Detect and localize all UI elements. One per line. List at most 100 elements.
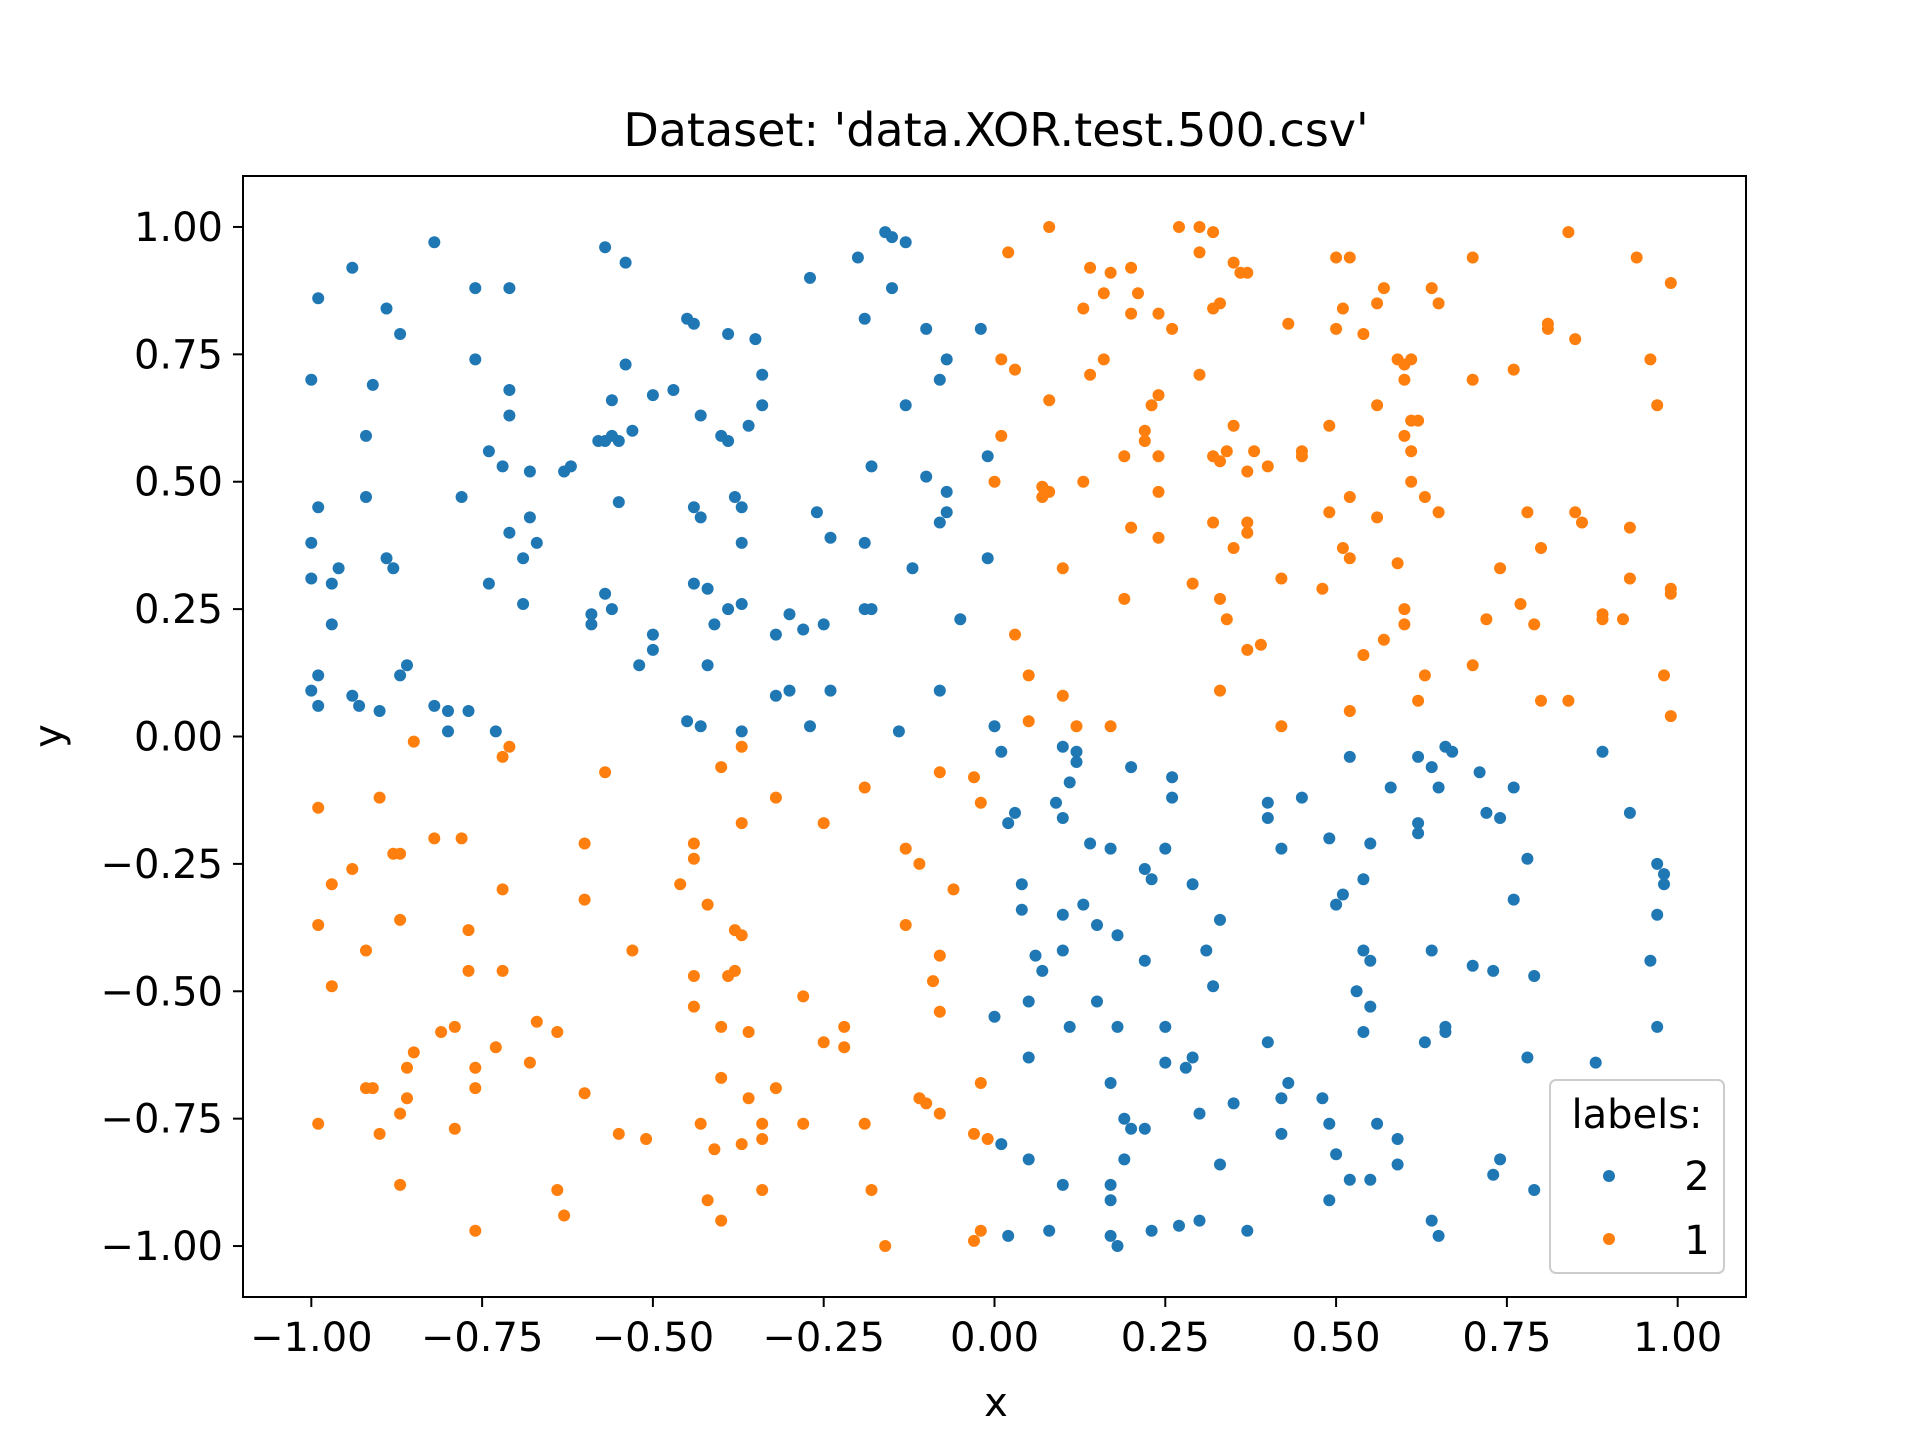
data-point <box>394 1178 407 1191</box>
data-point <box>1466 659 1479 672</box>
data-point <box>694 409 707 422</box>
data-point <box>462 705 475 717</box>
data-point <box>1418 1036 1431 1049</box>
data-point <box>1371 399 1384 412</box>
data-point <box>646 389 659 402</box>
data-point <box>1412 414 1425 427</box>
data-point <box>1261 1036 1274 1049</box>
data-point <box>482 445 495 458</box>
data-point <box>1125 521 1138 534</box>
data-point <box>346 261 359 274</box>
data-point <box>1241 516 1254 529</box>
x-tick-label: −1.00 <box>250 1315 373 1361</box>
data-point <box>1425 944 1438 957</box>
data-point <box>1466 959 1479 972</box>
data-point <box>346 863 359 875</box>
data-point <box>1343 251 1356 264</box>
data-point <box>1425 282 1438 295</box>
data-point <box>728 491 741 503</box>
data-point <box>469 1082 482 1095</box>
data-point <box>1220 445 1233 458</box>
data-point <box>1295 791 1308 804</box>
data-point <box>1214 592 1226 605</box>
data-point <box>312 801 325 814</box>
data-point <box>1343 1173 1356 1186</box>
data-point <box>715 1020 728 1033</box>
data-point <box>933 516 946 529</box>
data-point <box>1029 949 1042 962</box>
data-point <box>1125 1122 1138 1135</box>
data-point <box>366 378 379 391</box>
data-point <box>1357 873 1370 886</box>
data-point <box>1022 1051 1035 1064</box>
data-point <box>1617 613 1629 626</box>
data-point <box>1323 1194 1336 1207</box>
data-point <box>523 1056 536 1069</box>
data-point <box>735 598 748 610</box>
data-point <box>1015 878 1028 891</box>
data-point <box>1104 1077 1117 1089</box>
y-tick-label: −0.50 <box>100 969 223 1015</box>
data-point <box>558 1209 571 1222</box>
data-point <box>1425 1214 1438 1227</box>
legend-marker-2 <box>1603 1170 1615 1182</box>
data-point <box>1569 333 1582 346</box>
data-point <box>735 725 748 738</box>
data-point <box>906 562 919 575</box>
data-point <box>1432 781 1445 794</box>
data-point <box>619 256 632 269</box>
data-point <box>838 1020 851 1033</box>
data-point <box>667 384 680 396</box>
data-point <box>1446 745 1459 758</box>
x-tick-label: −0.25 <box>762 1315 885 1361</box>
data-point <box>394 847 407 860</box>
data-point <box>1227 419 1240 432</box>
data-point <box>1377 633 1390 646</box>
data-point <box>1350 985 1363 998</box>
data-point <box>701 1194 714 1207</box>
data-point <box>1330 898 1343 911</box>
data-point <box>1145 399 1158 412</box>
data-point <box>1070 720 1083 733</box>
data-point <box>1111 1020 1124 1033</box>
data-point <box>360 491 372 503</box>
x-tick-label: 0.50 <box>1292 1315 1381 1361</box>
data-point <box>797 623 810 636</box>
data-point <box>1261 796 1274 809</box>
data-point <box>1159 1020 1172 1033</box>
y-tick-label: 0.50 <box>134 460 223 506</box>
data-point <box>503 740 516 753</box>
data-point <box>1097 353 1110 366</box>
data-point <box>1432 506 1445 519</box>
data-point <box>687 317 700 330</box>
data-point <box>1125 261 1138 274</box>
data-point <box>1220 613 1233 626</box>
data-point <box>360 429 372 442</box>
data-point <box>995 1138 1008 1151</box>
data-point <box>578 1087 591 1100</box>
data-point <box>1159 1056 1172 1069</box>
data-point <box>933 373 946 386</box>
data-point <box>735 1138 748 1151</box>
data-point <box>1466 373 1479 386</box>
data-point <box>1651 908 1664 921</box>
data-point <box>1651 1020 1664 1033</box>
series-2 <box>305 226 1670 1252</box>
data-point <box>783 608 796 621</box>
data-point <box>1425 761 1438 774</box>
data-point <box>920 322 933 335</box>
data-point <box>1056 562 1069 575</box>
data-point <box>1056 1178 1069 1191</box>
data-point <box>838 1041 851 1054</box>
data-point <box>865 1184 878 1196</box>
data-point <box>742 1092 755 1105</box>
data-point <box>974 1224 987 1237</box>
data-point <box>435 1026 448 1038</box>
data-point <box>523 511 536 524</box>
data-point <box>899 236 912 249</box>
y-tick-label: 0.00 <box>134 715 223 761</box>
data-point <box>715 1214 728 1227</box>
data-point <box>1104 266 1117 279</box>
data-point <box>1473 766 1486 779</box>
data-point <box>1412 827 1425 840</box>
